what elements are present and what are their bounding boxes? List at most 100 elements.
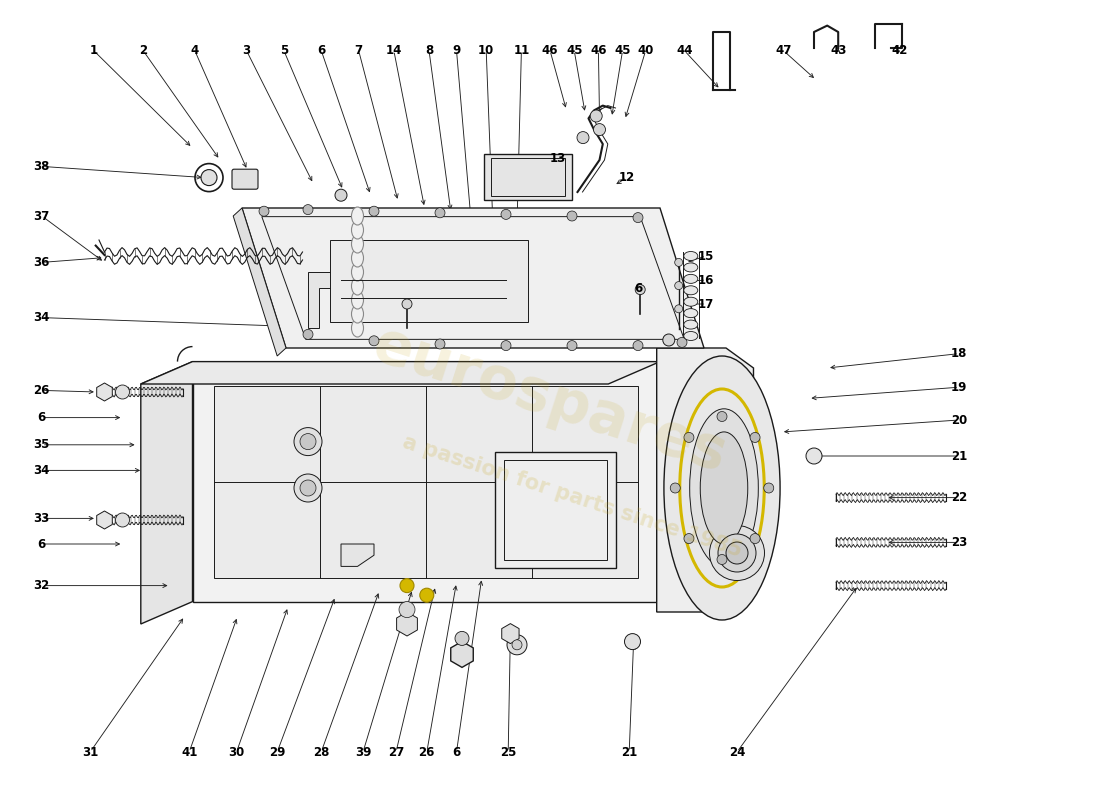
Text: 27: 27: [388, 746, 404, 758]
Circle shape: [434, 339, 446, 349]
Ellipse shape: [352, 249, 363, 267]
Text: 30: 30: [229, 746, 244, 758]
Polygon shape: [242, 208, 704, 348]
Ellipse shape: [684, 263, 697, 272]
Circle shape: [670, 483, 680, 493]
Text: 5: 5: [279, 44, 288, 57]
Circle shape: [684, 433, 694, 442]
Ellipse shape: [684, 274, 697, 283]
Text: 46: 46: [541, 44, 558, 57]
Ellipse shape: [690, 409, 758, 567]
Circle shape: [717, 554, 727, 565]
Text: 35: 35: [34, 438, 50, 451]
Ellipse shape: [684, 309, 697, 318]
Text: eurospares: eurospares: [365, 316, 735, 484]
Text: 34: 34: [34, 464, 50, 477]
Polygon shape: [308, 272, 418, 328]
Text: 46: 46: [591, 44, 607, 57]
Text: 45: 45: [566, 44, 583, 57]
Text: 1: 1: [89, 44, 98, 57]
Circle shape: [507, 634, 527, 654]
Ellipse shape: [352, 207, 363, 225]
Text: 12: 12: [619, 171, 635, 184]
Circle shape: [512, 640, 522, 650]
Ellipse shape: [684, 286, 697, 294]
Text: 6: 6: [37, 411, 46, 424]
Text: 33: 33: [34, 512, 50, 525]
Circle shape: [368, 336, 379, 346]
Text: 21: 21: [952, 450, 967, 462]
Text: 32: 32: [34, 579, 50, 592]
Circle shape: [674, 258, 683, 266]
Circle shape: [674, 282, 683, 290]
Circle shape: [674, 305, 683, 313]
Polygon shape: [330, 240, 528, 322]
Circle shape: [368, 206, 379, 216]
Circle shape: [750, 433, 760, 442]
Circle shape: [300, 434, 316, 450]
Circle shape: [566, 211, 578, 221]
Polygon shape: [495, 452, 616, 568]
Circle shape: [300, 480, 316, 496]
Ellipse shape: [352, 305, 363, 323]
Text: 26: 26: [34, 384, 50, 397]
Circle shape: [116, 513, 130, 527]
Circle shape: [500, 210, 512, 219]
Polygon shape: [214, 386, 638, 578]
Text: 3: 3: [242, 44, 251, 57]
Text: 11: 11: [514, 44, 529, 57]
Ellipse shape: [701, 432, 748, 544]
Circle shape: [632, 341, 644, 350]
Circle shape: [566, 341, 578, 350]
Text: 8: 8: [425, 44, 433, 57]
Circle shape: [625, 634, 640, 650]
Text: 16: 16: [698, 274, 714, 286]
Text: 26: 26: [419, 746, 435, 758]
Ellipse shape: [352, 235, 363, 253]
Text: 41: 41: [182, 746, 197, 758]
Circle shape: [806, 448, 822, 464]
Circle shape: [400, 578, 414, 593]
Circle shape: [258, 206, 270, 216]
Text: 6: 6: [37, 538, 46, 550]
Circle shape: [684, 534, 694, 543]
Text: 34: 34: [34, 311, 50, 324]
Ellipse shape: [352, 319, 363, 337]
Ellipse shape: [684, 320, 697, 329]
Circle shape: [399, 602, 415, 618]
Text: 2: 2: [139, 44, 147, 57]
Text: 6: 6: [634, 282, 642, 294]
Polygon shape: [484, 154, 572, 200]
Text: 6: 6: [317, 44, 326, 57]
Ellipse shape: [684, 331, 697, 341]
Text: 17: 17: [698, 298, 714, 310]
Text: 10: 10: [478, 44, 494, 57]
Ellipse shape: [352, 221, 363, 239]
Text: 4: 4: [190, 44, 199, 57]
Circle shape: [302, 205, 313, 214]
Text: 19: 19: [952, 381, 967, 394]
Ellipse shape: [352, 291, 363, 309]
Text: 28: 28: [314, 746, 329, 758]
Circle shape: [294, 427, 322, 455]
Text: 18: 18: [952, 347, 967, 360]
Text: 6: 6: [452, 746, 461, 758]
Text: 31: 31: [82, 746, 98, 758]
Circle shape: [594, 123, 605, 135]
Polygon shape: [341, 544, 374, 566]
Polygon shape: [233, 208, 286, 356]
Text: 39: 39: [355, 746, 371, 758]
Circle shape: [336, 190, 346, 202]
Polygon shape: [192, 362, 660, 602]
Ellipse shape: [684, 298, 697, 306]
Circle shape: [201, 170, 217, 186]
Text: 38: 38: [34, 160, 50, 173]
Circle shape: [420, 588, 433, 602]
Ellipse shape: [726, 542, 748, 564]
Circle shape: [578, 131, 588, 144]
Text: 43: 43: [830, 44, 846, 57]
Circle shape: [500, 341, 512, 350]
Text: 44: 44: [675, 44, 693, 57]
Circle shape: [455, 631, 469, 646]
Circle shape: [294, 474, 322, 502]
